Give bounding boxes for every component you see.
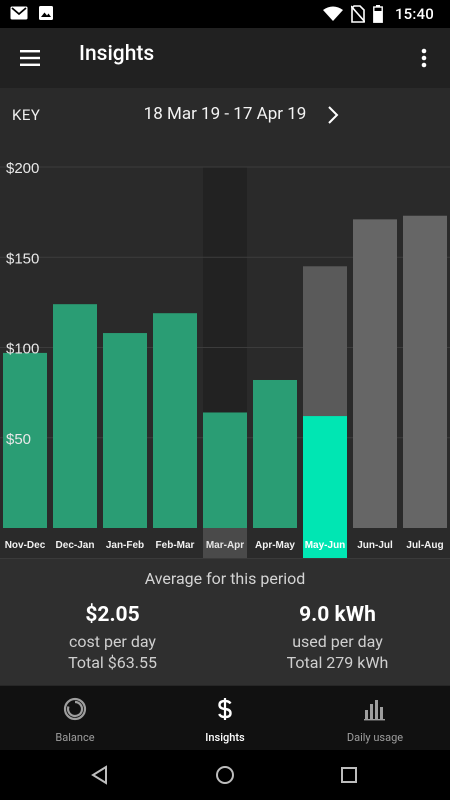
x-tick-label: Nov-Dec — [5, 540, 46, 551]
key-button[interactable]: KEY — [12, 106, 41, 124]
app-bar: Insights — [0, 28, 450, 88]
x-tick-label: Apr-May — [255, 540, 295, 551]
y-tick-label: $50 — [6, 431, 31, 448]
y-tick-label: $150 — [6, 250, 39, 267]
menu-icon[interactable] — [18, 46, 42, 70]
date-range-bar: KEY 18 Mar 19 - 17 Apr 19 — [0, 88, 450, 143]
x-tick-label: Jun-Jul — [357, 540, 393, 551]
bar — [253, 379, 297, 528]
bar-chart-icon — [364, 700, 385, 721]
home-icon[interactable] — [213, 763, 237, 787]
bar — [203, 412, 247, 528]
average-heading: Average for this period — [144, 569, 306, 588]
nav-daily-usage[interactable]: Daily usage — [300, 686, 450, 750]
bar — [3, 352, 47, 528]
spending-chart: $200 $150 $100 $50 Nov-Dec Dec-Jan Jan-Feb Feb-… — [0, 143, 450, 558]
y-tick-label: $200 — [6, 160, 39, 177]
back-icon[interactable] — [88, 763, 112, 787]
usage-stat: 9.0 kWh used per day Total 279 kWh — [225, 603, 450, 672]
battery-icon — [373, 5, 383, 23]
image-icon — [39, 6, 53, 20]
chevron-right-icon[interactable] — [322, 104, 344, 126]
cost-per-day-value: $2.05 — [85, 603, 140, 627]
usage-per-day-value: 9.0 kWh — [299, 603, 376, 627]
bar — [153, 313, 197, 528]
bar — [103, 333, 147, 528]
status-right-icons: 15:40 — [322, 5, 434, 23]
x-tick-label: Dec-Jan — [56, 540, 95, 551]
cost-total: Total $63.55 — [68, 653, 157, 672]
nav-balance[interactable]: Balance — [0, 686, 150, 750]
system-navigation-bar — [0, 750, 450, 800]
no-sim-icon — [350, 5, 365, 23]
cost-stat: $2.05 cost per day Total $63.55 — [0, 603, 225, 672]
nav-daily-usage-label: Daily usage — [346, 731, 404, 744]
nav-insights[interactable]: Insights — [150, 686, 300, 750]
status-left-icons — [10, 5, 54, 21]
nav-balance-label: Balance — [55, 731, 95, 744]
nav-insights-label: Insights — [205, 731, 245, 744]
more-vert-icon[interactable] — [410, 44, 438, 72]
status-bar: 15:40 — [0, 0, 450, 28]
bar — [303, 416, 347, 528]
bar — [53, 304, 97, 528]
balance-ring-icon — [63, 697, 87, 721]
y-tick-label: $100 — [6, 341, 39, 358]
cost-per-day-label: cost per day — [69, 632, 156, 651]
x-tick-label: Mar-Apr — [206, 540, 244, 551]
date-range-label: 18 Mar 19 - 17 Apr 19 — [143, 104, 307, 124]
bar — [353, 219, 397, 528]
dollar-icon — [218, 698, 232, 720]
recents-icon[interactable] — [337, 763, 361, 787]
x-tick-label: Jan-Feb — [106, 540, 144, 551]
wifi-icon — [322, 6, 343, 21]
chart-svg: $200 $150 $100 $50 Nov-Dec Dec-Jan Jan-Feb Feb-… — [0, 160, 450, 558]
usage-per-day-label: used per day — [292, 632, 383, 651]
bottom-navigation: Balance Insights Daily usage — [0, 685, 450, 750]
page-title: Insights — [79, 42, 155, 66]
gmail-icon — [10, 6, 28, 20]
bar — [403, 215, 447, 529]
usage-total: Total 279 kWh — [286, 653, 389, 672]
status-time: 15:40 — [394, 5, 434, 23]
period-summary: Average for this period $2.05 cost per d… — [0, 558, 450, 685]
x-tick-label: May-Jun — [305, 540, 346, 551]
x-label-box — [303, 528, 347, 558]
x-label-box — [203, 528, 247, 558]
x-tick-label: Feb-Mar — [156, 540, 195, 551]
x-tick-label: Jul-Aug — [406, 540, 443, 551]
